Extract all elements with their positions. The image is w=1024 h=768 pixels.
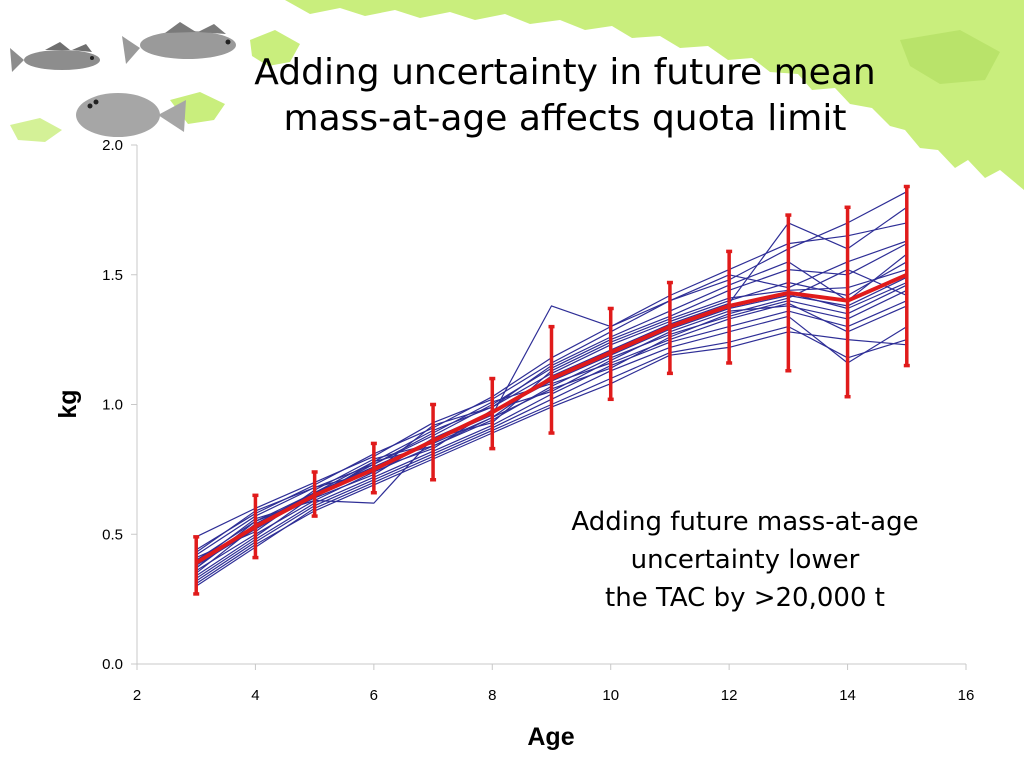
y-tick-label: 2.0 [102, 137, 123, 154]
fish-cod-icon [122, 22, 236, 64]
x-tick-label: 12 [721, 687, 738, 704]
alaska-map-background [10, 0, 1024, 190]
x-tick-label: 8 [488, 687, 496, 704]
annotation-line-2: uncertainty lower [630, 545, 860, 575]
x-axis-label: Age [527, 723, 574, 751]
title-line-1: Adding uncertainty in future mean [254, 52, 876, 93]
y-tick-label: 0.0 [102, 656, 123, 673]
title-line-2: mass-at-age affects quota limit [283, 98, 847, 139]
y-axis-label: kg [54, 389, 82, 418]
x-tick-label: 2 [133, 687, 141, 704]
tac-annotation: Adding future mass-at-age uncertainty lo… [500, 503, 990, 617]
y-tick-label: 1.5 [102, 267, 123, 284]
x-tick-label: 16 [958, 687, 975, 704]
y-tick-label: 0.5 [102, 526, 123, 543]
chart-axes: 2 4 6 8 10 12 14 16 0.0 0.5 1.0 1.5 2.0 [102, 137, 974, 704]
mean-series-line [195, 272, 908, 565]
x-tick-label: 10 [602, 687, 619, 704]
x-tick-label: 6 [370, 687, 378, 704]
flatfish-halibut-icon [76, 93, 186, 137]
slide-title: Adding uncertainty in future mean mass-a… [150, 50, 980, 142]
x-tick-label: 4 [251, 687, 259, 704]
annotation-line-3: the TAC by >20,000 t [605, 583, 885, 613]
x-tick-label: 14 [839, 687, 856, 704]
annotation-line-1: Adding future mass-at-age [571, 507, 919, 537]
fish-pollock-icon [10, 42, 100, 72]
mean-line [195, 272, 908, 565]
y-tick-label: 1.0 [102, 397, 123, 414]
